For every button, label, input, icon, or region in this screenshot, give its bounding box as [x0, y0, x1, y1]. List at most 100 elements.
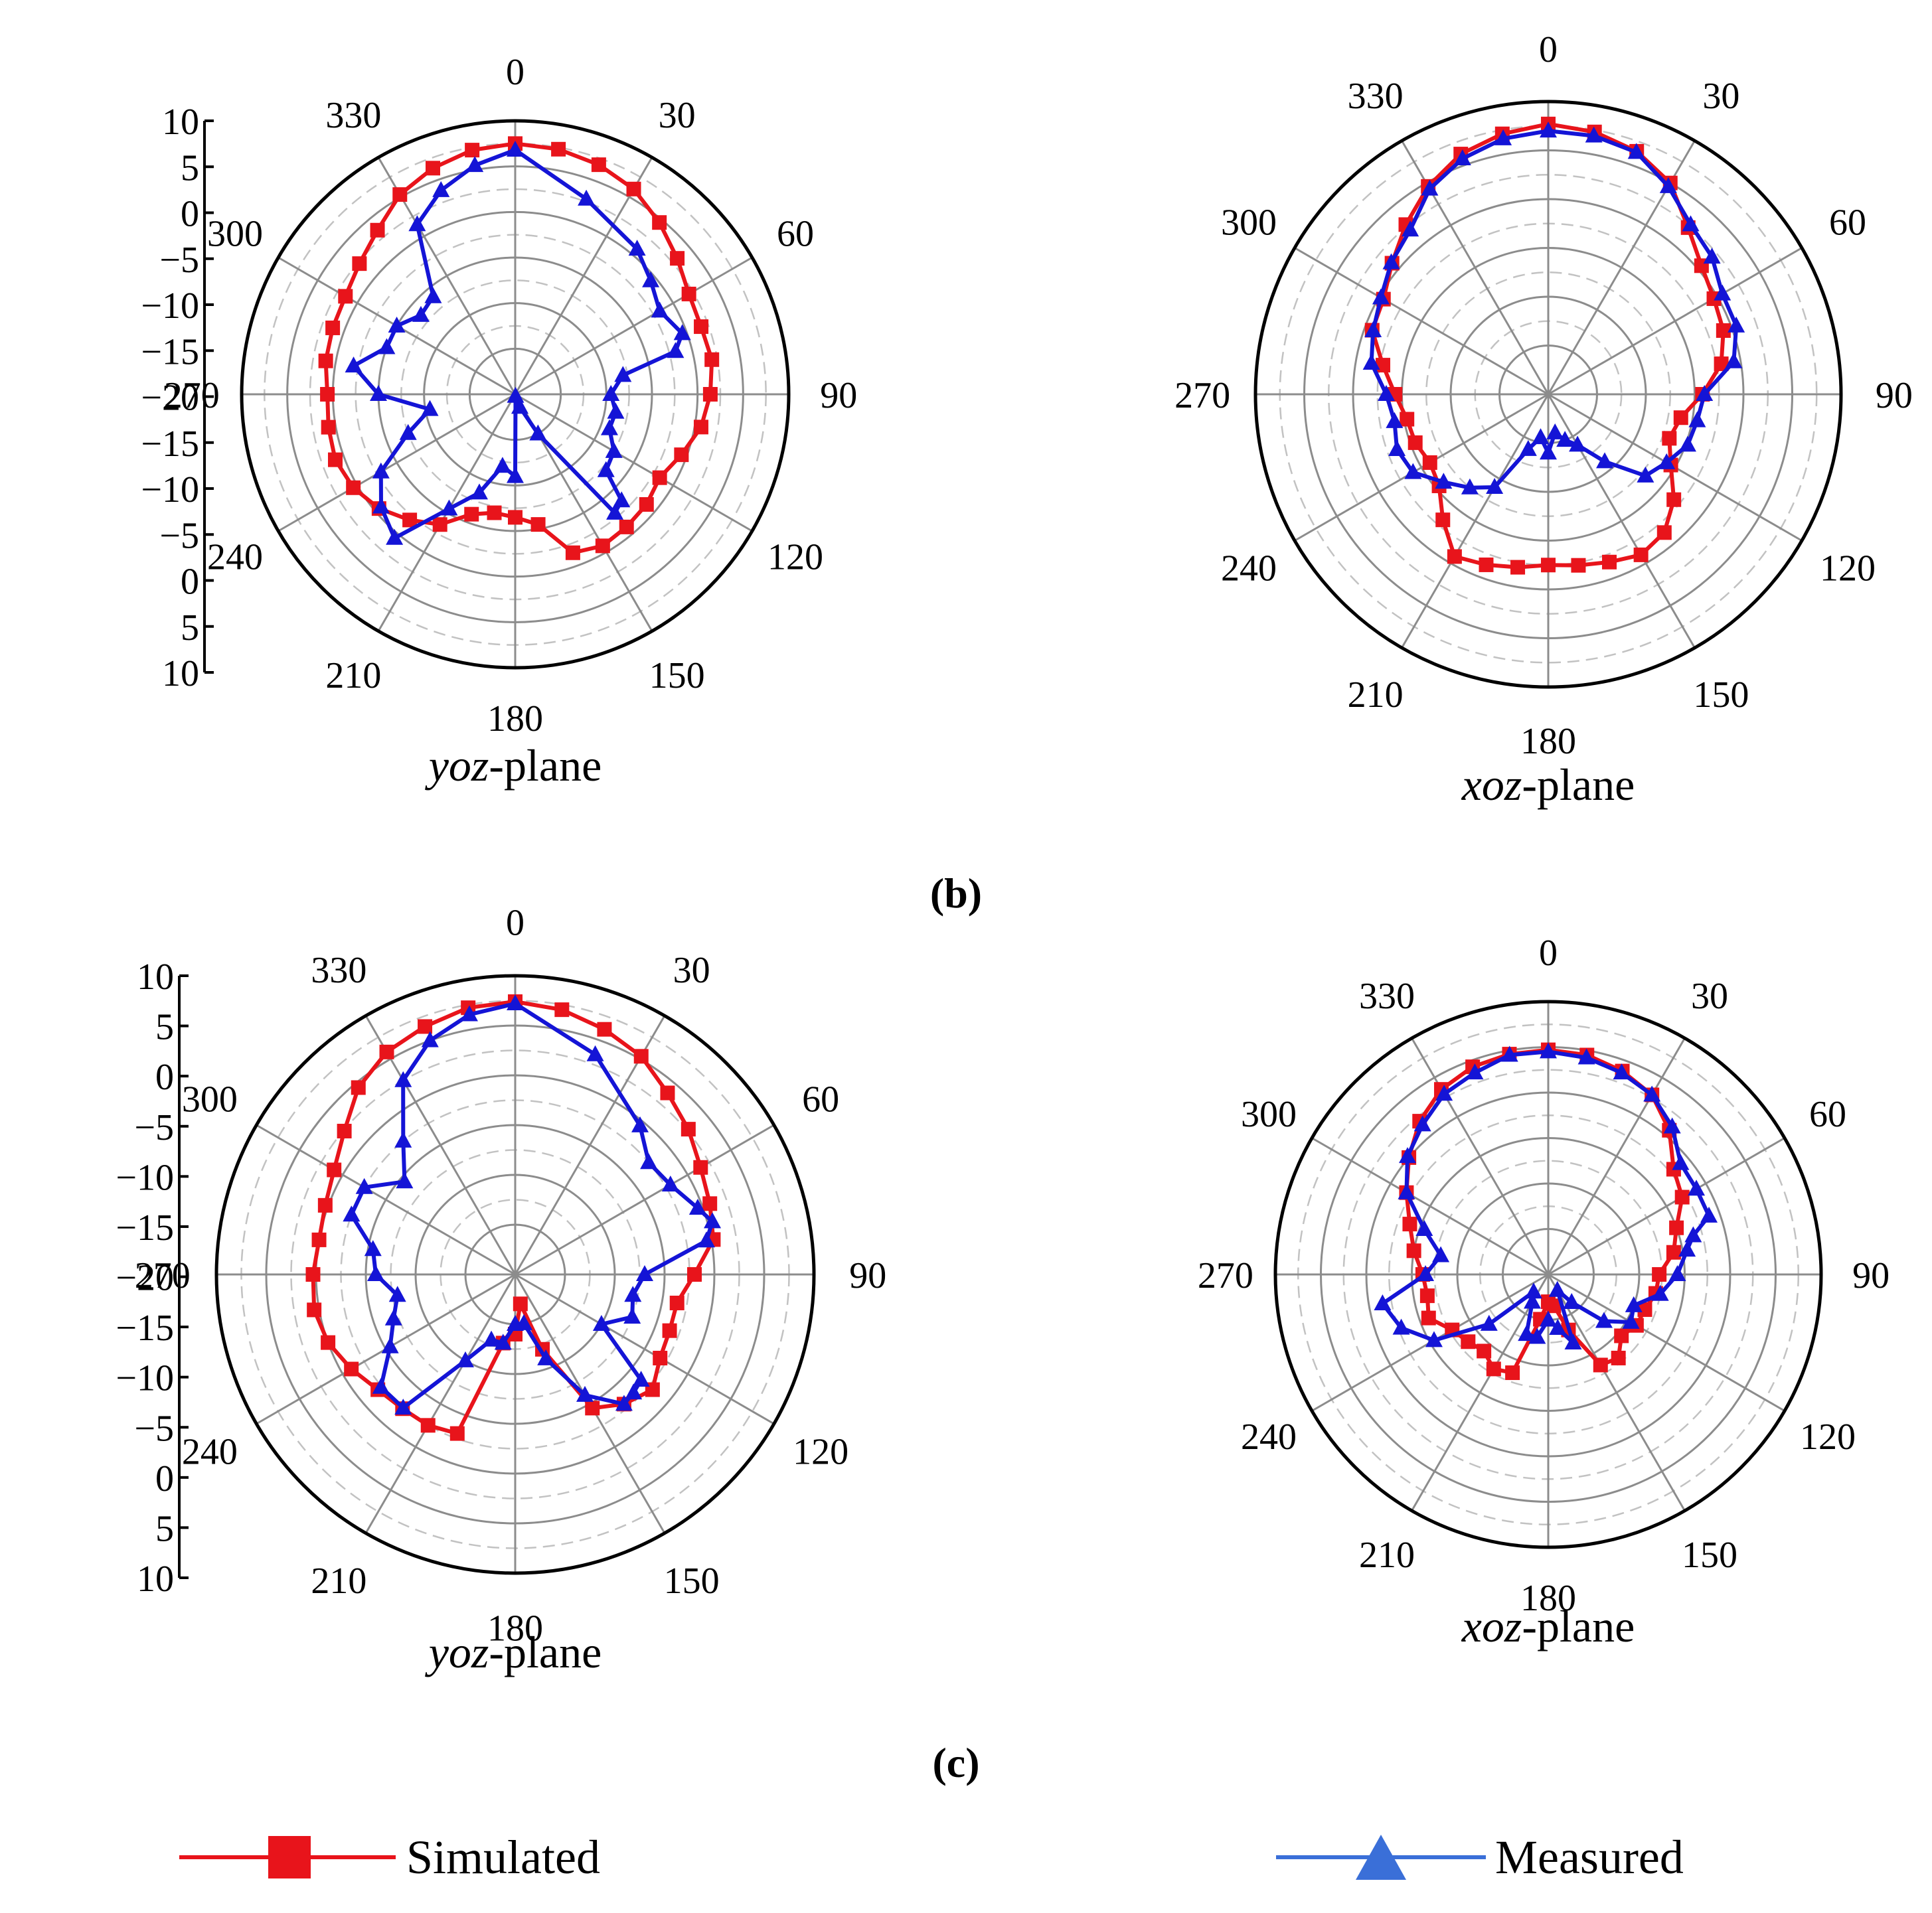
radial-tick-label: 10	[137, 956, 174, 998]
data-point-triangle	[1688, 1180, 1706, 1196]
plane-title-suffix: -plane	[1522, 1601, 1635, 1651]
data-point-triangle	[606, 503, 624, 520]
data-point-triangle	[597, 461, 615, 477]
data-point-triangle	[1494, 129, 1512, 145]
caption-c: (c)	[932, 1739, 979, 1786]
grid-spoke	[1401, 140, 1550, 395]
angle-tick-label: 90	[849, 1255, 886, 1296]
data-point-square	[1614, 1328, 1629, 1343]
grid-spoke	[515, 1273, 775, 1425]
data-point-square	[1716, 323, 1731, 338]
data-point-triangle	[631, 1116, 649, 1132]
angle-tick-label: 240	[1221, 548, 1277, 589]
data-point-square	[669, 1295, 684, 1310]
grid-spoke	[1548, 247, 1803, 396]
legend-simulated-label: Simulated	[406, 1831, 600, 1884]
data-point-square	[321, 1335, 336, 1350]
data-point-triangle	[372, 462, 390, 479]
data-point-triangle	[592, 1315, 610, 1331]
data-point-square	[1447, 549, 1462, 564]
data-point-triangle	[470, 483, 488, 500]
data-point-square	[379, 1044, 394, 1059]
data-point-square	[1461, 1334, 1476, 1349]
data-point-triangle	[355, 1178, 373, 1194]
data-point-square	[1674, 1189, 1690, 1205]
grid-spoke	[1547, 1037, 1686, 1275]
data-point-square	[674, 447, 689, 463]
data-point-square	[1666, 492, 1682, 507]
radial-tick-label: −10	[116, 1358, 174, 1399]
grid-spoke	[1411, 1037, 1550, 1275]
data-point-triangle	[372, 1377, 390, 1394]
polar-outer-ring	[1253, 100, 1843, 689]
angle-tick-label: 30	[673, 950, 710, 991]
data-point-triangle	[384, 1309, 402, 1326]
data-point-triangle	[1703, 248, 1721, 264]
data-point-triangle	[1672, 1154, 1690, 1170]
data-point-triangle	[1668, 1265, 1686, 1281]
angle-tick-label: 330	[1348, 76, 1404, 117]
data-point-triangle	[667, 342, 684, 358]
legend-measured-label: Measured	[1495, 1831, 1684, 1884]
radial-tick-label: −5	[159, 515, 199, 556]
data-point-triangle	[1684, 1226, 1702, 1243]
data-point-triangle	[1548, 1280, 1566, 1297]
data-point-triangle	[1682, 215, 1700, 232]
data-point-square	[392, 187, 408, 202]
data-point-square	[551, 141, 566, 157]
data-point-square	[317, 1197, 333, 1213]
data-point-triangle	[424, 287, 442, 303]
data-point-square	[311, 1232, 327, 1247]
data-point-triangle	[704, 1212, 722, 1229]
data-point-triangle	[1627, 143, 1645, 159]
data-point-square	[425, 161, 440, 176]
data-point-triangle	[1540, 1042, 1557, 1059]
grid-spoke	[1294, 247, 1549, 396]
data-point-square	[307, 1302, 322, 1318]
data-point-square	[1376, 358, 1391, 373]
radial-tick-label: −5	[134, 1408, 174, 1449]
angle-tick-label: 60	[777, 213, 814, 254]
data-point-square	[633, 1049, 649, 1064]
data-point-triangle	[457, 1351, 474, 1367]
angle-tick-label: 300	[1241, 1094, 1297, 1135]
angle-tick-label: 60	[802, 1079, 839, 1120]
data-point-square	[1541, 558, 1556, 573]
data-point-triangle	[421, 1031, 439, 1047]
data-point-triangle	[661, 1176, 679, 1191]
data-point-triangle	[1728, 316, 1745, 333]
grid-spoke	[256, 1124, 516, 1276]
angle-tick-label: 120	[1820, 548, 1876, 589]
polar-chart-c-xoz: 0 30 60 90 120 150 180 210 240 270 300 330 xoz-plane	[1198, 933, 1890, 1651]
data-point-triangle	[1595, 1312, 1613, 1328]
data-point-square	[1435, 512, 1451, 528]
angle-tick-label: 270	[1174, 375, 1230, 416]
radial-tick-label: 0	[181, 562, 199, 603]
data-point-square	[465, 143, 480, 158]
data-point-triangle	[1700, 1206, 1718, 1223]
data-point-triangle	[1585, 126, 1603, 143]
plane-title-italic: xoz	[1461, 1601, 1522, 1651]
data-point-triangle	[1546, 423, 1564, 439]
radial-tick-label: −10	[141, 285, 199, 327]
grid-spoke	[278, 393, 516, 532]
data-point-triangle	[1435, 1085, 1453, 1101]
data-point-square	[351, 1080, 366, 1095]
data-point-triangle	[1435, 473, 1453, 489]
data-point-triangle	[364, 1240, 382, 1257]
angle-tick-label: 330	[311, 950, 366, 991]
data-point-triangle	[628, 240, 646, 256]
data-point-triangle	[460, 1005, 478, 1022]
angle-tick-label: 90	[820, 375, 857, 416]
radial-tick-label: 0	[155, 1057, 174, 1098]
angle-tick-label: 90	[1876, 375, 1913, 416]
plane-title-suffix: -plane	[489, 1627, 602, 1677]
data-point-triangle	[1625, 1296, 1643, 1312]
data-point-square	[1611, 1350, 1626, 1365]
legend-simulated-square-marker	[268, 1836, 311, 1878]
data-point-triangle	[483, 1330, 501, 1347]
data-point-triangle	[578, 189, 596, 206]
angle-tick-label: 330	[1359, 976, 1415, 1017]
angle-tick-label: 150	[1682, 1535, 1737, 1576]
